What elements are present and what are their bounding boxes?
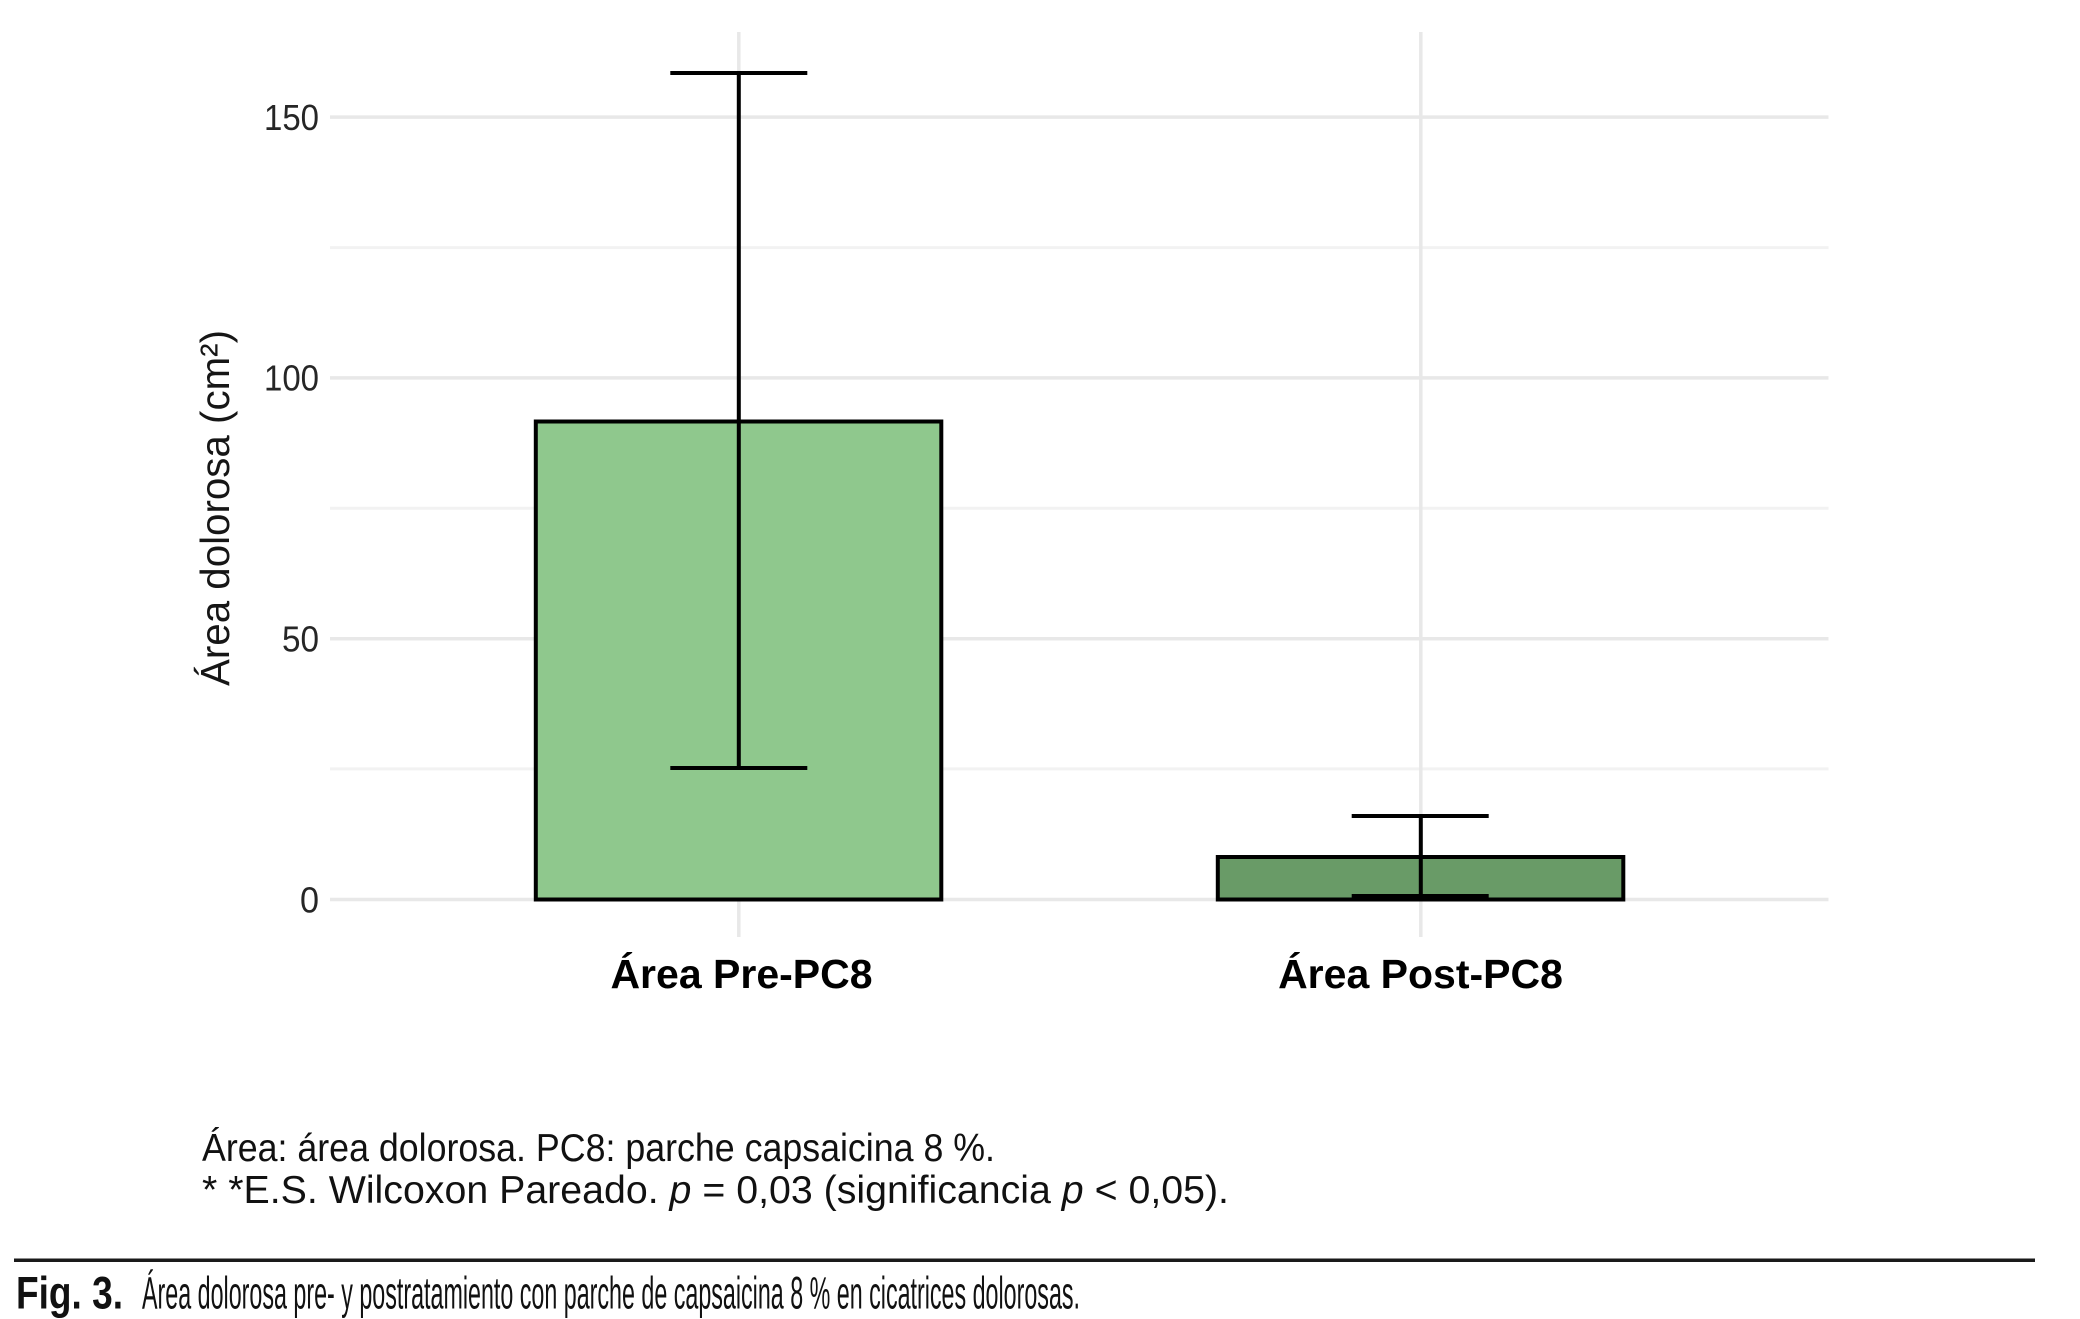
svg-text:Área Post-PC8: Área Post-PC8 bbox=[1278, 951, 1563, 997]
svg-text:Área: área dolorosa. PC8: parc: Área: área dolorosa. PC8: parche capsaic… bbox=[202, 1127, 995, 1170]
svg-text:50: 50 bbox=[282, 619, 319, 660]
svg-text:* *E.S. Wilcoxon Pareado. p =: * *E.S. Wilcoxon Pareado. p = 0,03 (sign… bbox=[202, 1169, 1229, 1212]
svg-text:100: 100 bbox=[264, 358, 319, 399]
svg-text:0: 0 bbox=[300, 879, 319, 920]
svg-text:150: 150 bbox=[264, 97, 319, 138]
svg-text:Fig. 3.: Fig. 3. bbox=[16, 1268, 123, 1319]
svg-text:Área dolorosa pre- y postratam: Área dolorosa pre- y postratamiento con … bbox=[142, 1268, 1080, 1319]
svg-text:Área Pre-PC8: Área Pre-PC8 bbox=[610, 951, 872, 997]
svg-text:Área dolorosa (cm²): Área dolorosa (cm²) bbox=[192, 330, 238, 686]
